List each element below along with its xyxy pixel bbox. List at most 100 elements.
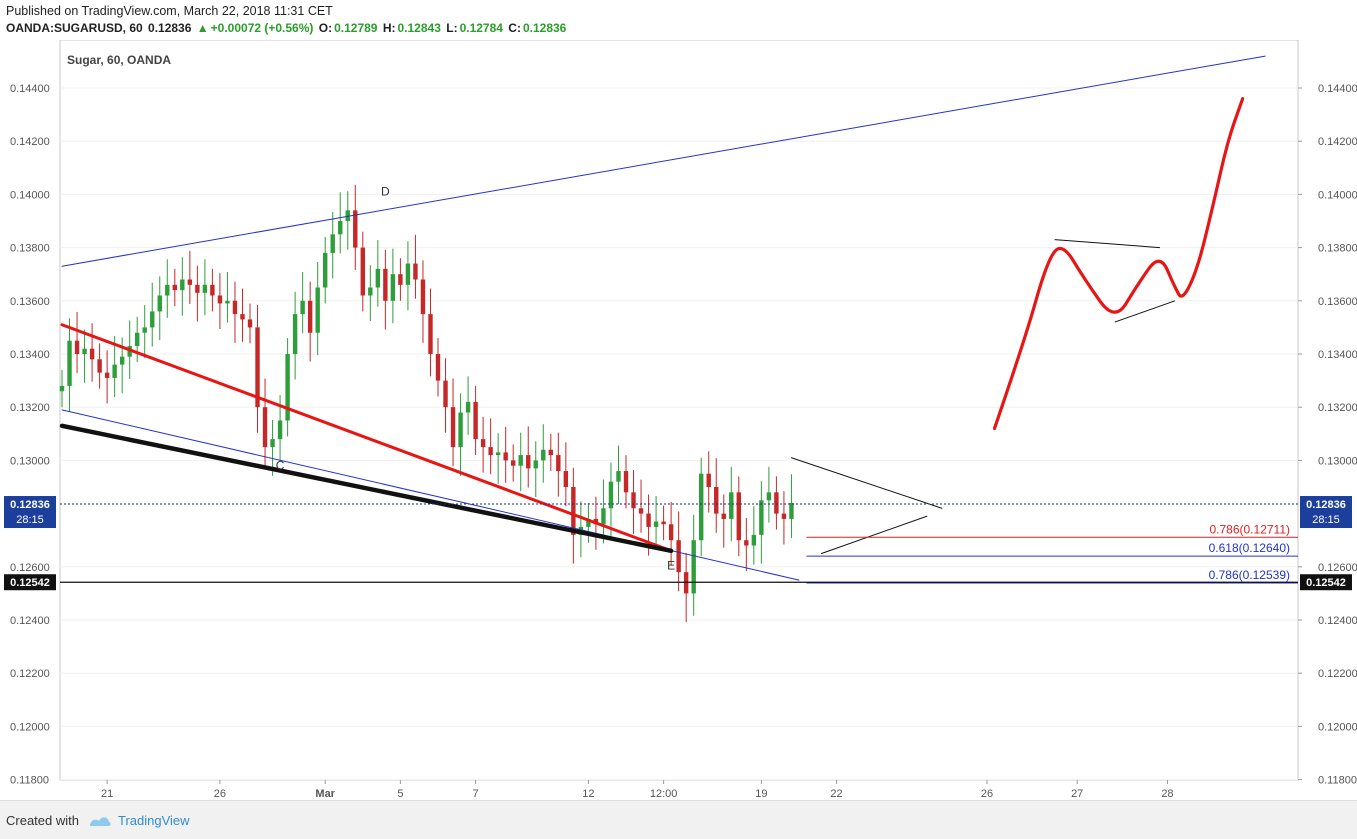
up-arrow-icon: ▲ [196,21,209,35]
candle-body [323,252,328,288]
candle-body [533,460,538,469]
candle-body [142,327,147,333]
tradingview-link[interactable]: TradingView [118,813,190,828]
trendline-red-resistance [60,323,673,553]
candle-body [247,319,253,328]
candle-body [97,359,102,373]
countdown-label: 28:15 [16,514,44,526]
countdown-label: 28:15 [1312,514,1340,526]
candle-body [150,311,155,328]
y-tick-label-right: 0.14400 [1318,83,1357,95]
high-value: 0.12843 [397,21,441,35]
chart-title: Sugar, 60, OANDA [67,53,171,67]
candle-body [571,487,576,535]
candle-body [503,452,508,461]
support-price-tag-left [4,574,56,591]
candle-body [338,221,343,235]
candle-body [180,279,185,291]
candle-body [360,247,365,296]
x-tick-label: 26 [981,788,993,800]
candle-body [195,284,200,293]
symbol-name: OANDA:SUGARUSD, 60 [6,21,143,35]
candle-body [262,407,268,448]
tradingview-logo-icon[interactable] [88,812,112,828]
y-tick-label-left: 0.13400 [10,349,50,361]
candle-body [345,210,350,221]
fib-label: 0.786(0.12711) [1209,522,1290,536]
candle-body [375,268,381,288]
candle-body [240,314,245,320]
trendline-black-support [59,423,674,554]
candle-body [398,274,403,285]
candle-body [67,340,72,386]
candle-body [473,401,478,440]
candle-body [774,492,779,514]
y-tick-label-left: 0.11800 [10,775,49,787]
candle-body [480,439,486,448]
wave-label: D [381,185,390,199]
support-price-label: 0.12542 [10,577,50,589]
candle-body [721,513,726,519]
price-change: +0.00072 (+0.56%) [210,21,314,35]
candle-body [330,234,335,253]
current-price-tag-left [4,496,56,529]
candle-body [225,300,230,304]
y-tick-label-left: 0.12000 [10,721,50,733]
candle-body [172,284,177,291]
candle-body [119,356,125,365]
candle-body [526,455,531,469]
candle-body [488,447,493,456]
y-tick-label-right: 0.12000 [1318,721,1357,733]
candle-body [518,455,523,466]
x-tick-label: 19 [755,788,767,800]
y-tick-label-right: 0.14000 [1318,189,1357,201]
close-value: 0.12836 [522,21,567,35]
price-chart[interactable]: 0.14400 0.14400 0.14200 0.14200 0.14000 0.140… [0,39,1357,800]
trendline-lower-channel [61,409,800,581]
candle-body [217,295,223,304]
projection-flag-top [1054,239,1160,249]
candle-body [450,407,456,448]
candle-body [495,452,501,456]
y-tick-label-right: 0.11800 [1318,775,1357,787]
candle-body [353,210,358,248]
candle-body [428,314,433,354]
x-tick-label: 12 [582,788,594,800]
open-label: O: [318,21,333,35]
candle-body [646,513,651,527]
candle-body [210,284,215,296]
candle-body [668,524,674,541]
candle-body [307,300,313,333]
candle-body [766,492,772,501]
candle-body [74,340,80,354]
candle-body [623,471,629,493]
candle-body [586,518,591,527]
candle-body [255,327,260,408]
candle-body [315,287,320,333]
x-tick-label: 7 [473,788,479,800]
y-tick-label-right: 0.13200 [1318,402,1357,414]
candle-body [435,354,441,381]
current-price-label: 0.12836 [1306,499,1346,511]
projection-path [992,97,1245,431]
y-tick-label-left: 0.13200 [10,402,50,414]
candle-body [112,364,117,378]
y-tick-label-right: 0.12200 [1318,668,1357,680]
plot-frame [59,39,1299,781]
candle-body [82,348,87,354]
candle-body [413,263,418,280]
y-tick-label-left: 0.14000 [10,189,50,201]
chart-area[interactable]: 0.14400 0.14400 0.14200 0.14200 0.14000 0.140… [0,39,1357,800]
projection-flag-bottom [1114,300,1176,323]
y-tick-label-left: 0.13800 [10,243,50,255]
last-price: 0.12836 [148,21,192,35]
wave-label: E [667,558,675,572]
wave-label: C [276,459,285,473]
candle-body [714,487,719,514]
symbol-line: OANDA:SUGARUSD, 60 0.12836 ▲ +0.00072 (+0… [6,20,568,37]
candle-body [601,508,606,525]
x-tick-label: 12:00 [650,788,678,800]
candle-body [368,287,373,296]
x-tick-label: 26 [214,788,226,800]
candle-body [563,471,569,487]
